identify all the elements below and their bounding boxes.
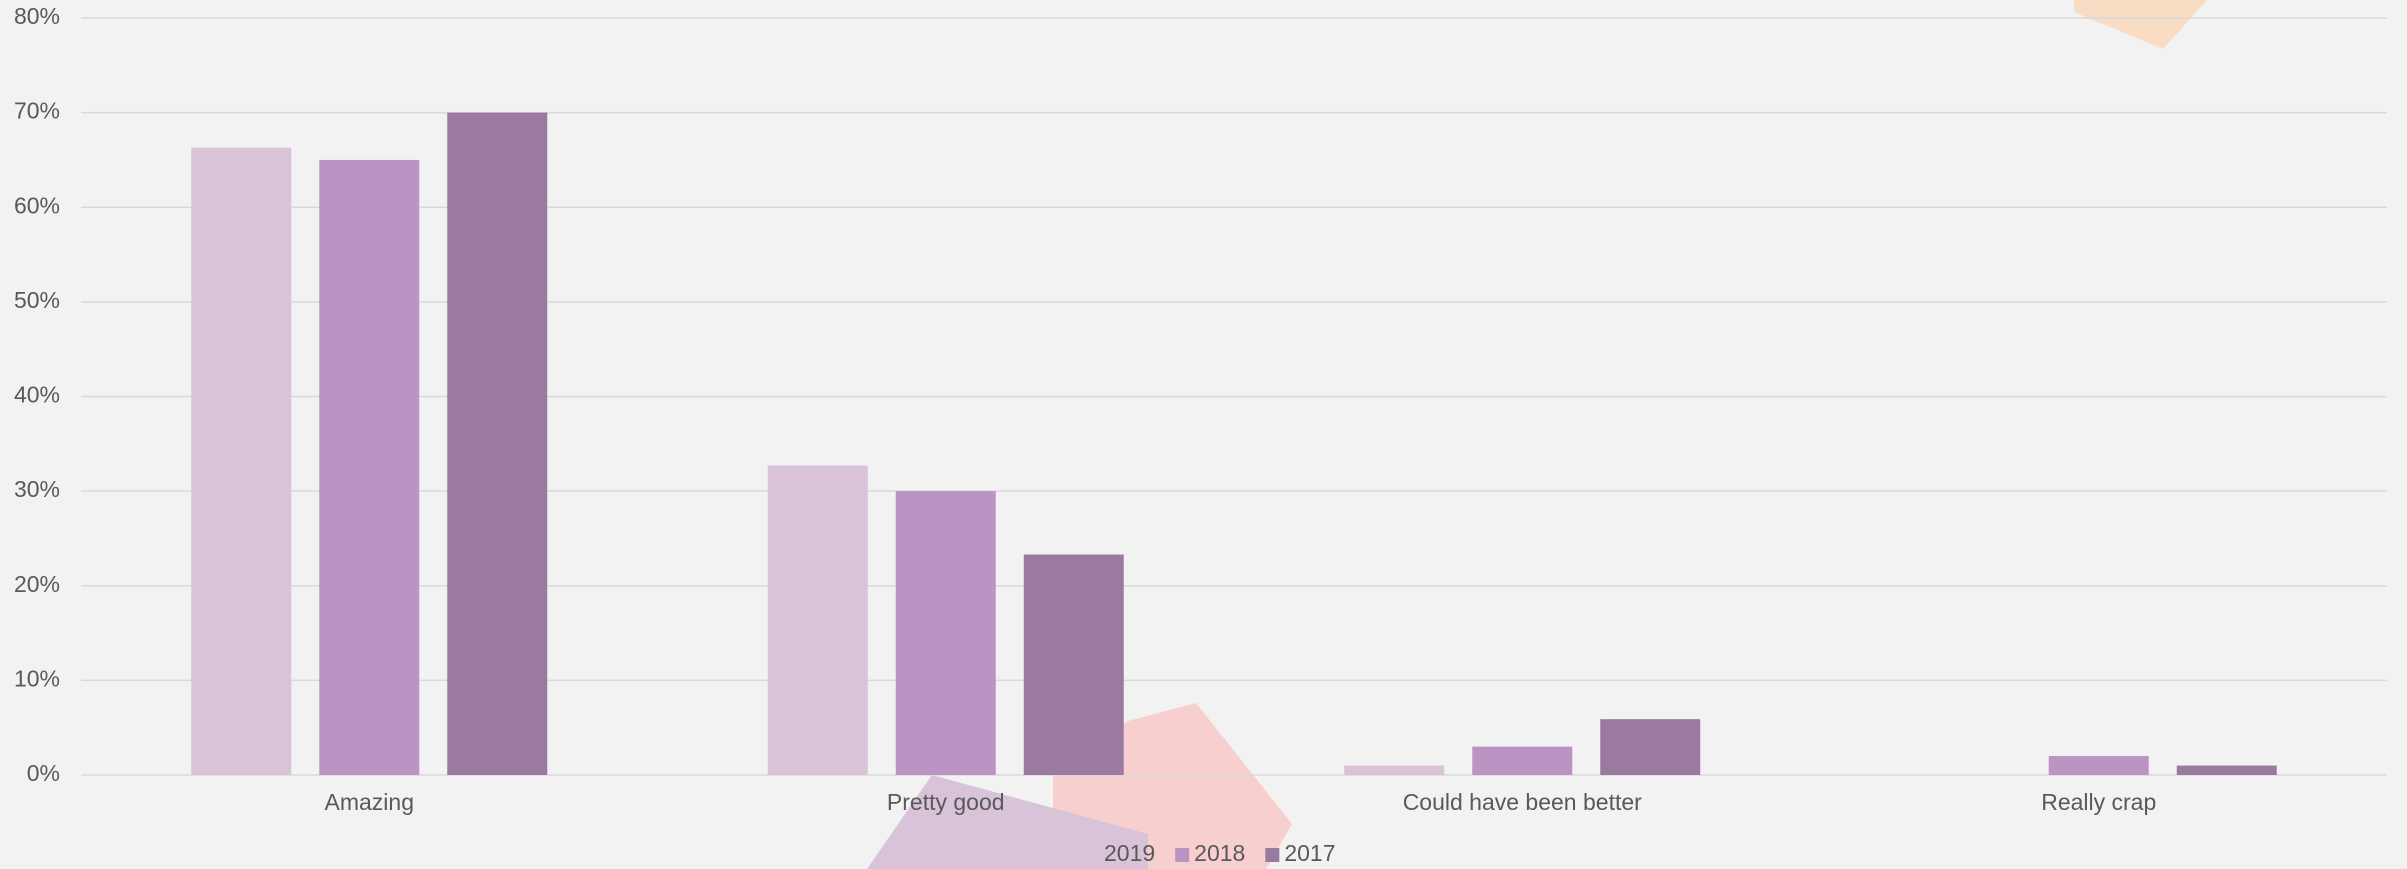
x-tick-label: Pretty good xyxy=(887,789,1005,815)
y-tick-label: 0% xyxy=(27,760,60,786)
legend-swatch xyxy=(1085,848,1099,862)
bar xyxy=(895,491,996,775)
bar xyxy=(191,147,292,776)
legend-swatch xyxy=(1175,848,1190,862)
bar xyxy=(767,465,868,775)
legend-label: 2018 xyxy=(1194,840,1245,866)
bar xyxy=(447,112,548,775)
y-tick-label: 60% xyxy=(14,192,60,218)
x-tick-label: Could have been better xyxy=(1403,789,1642,815)
bar xyxy=(319,159,420,775)
decor-shape xyxy=(867,775,1148,869)
bar xyxy=(1023,554,1124,775)
legend-swatch xyxy=(1265,848,1280,862)
y-tick-label: 20% xyxy=(14,571,60,597)
decor-shape xyxy=(2074,0,2207,49)
legend-label: 2017 xyxy=(1284,840,1335,866)
bar xyxy=(2048,756,2149,775)
y-tick-label: 30% xyxy=(14,476,60,502)
bar xyxy=(2176,765,2277,775)
bar xyxy=(1472,746,1573,775)
legend-label: 2019 xyxy=(1104,840,1155,866)
y-tick-label: 70% xyxy=(14,98,60,124)
y-tick-label: 40% xyxy=(14,382,60,408)
x-tick-label: Really crap xyxy=(2041,789,2156,815)
x-tick-label: Amazing xyxy=(325,789,414,815)
y-tick-label: 10% xyxy=(14,665,60,691)
y-tick-label: 50% xyxy=(14,287,60,313)
bar xyxy=(1600,719,1701,775)
bar xyxy=(1344,765,1445,775)
y-tick-label: 80% xyxy=(14,3,60,29)
